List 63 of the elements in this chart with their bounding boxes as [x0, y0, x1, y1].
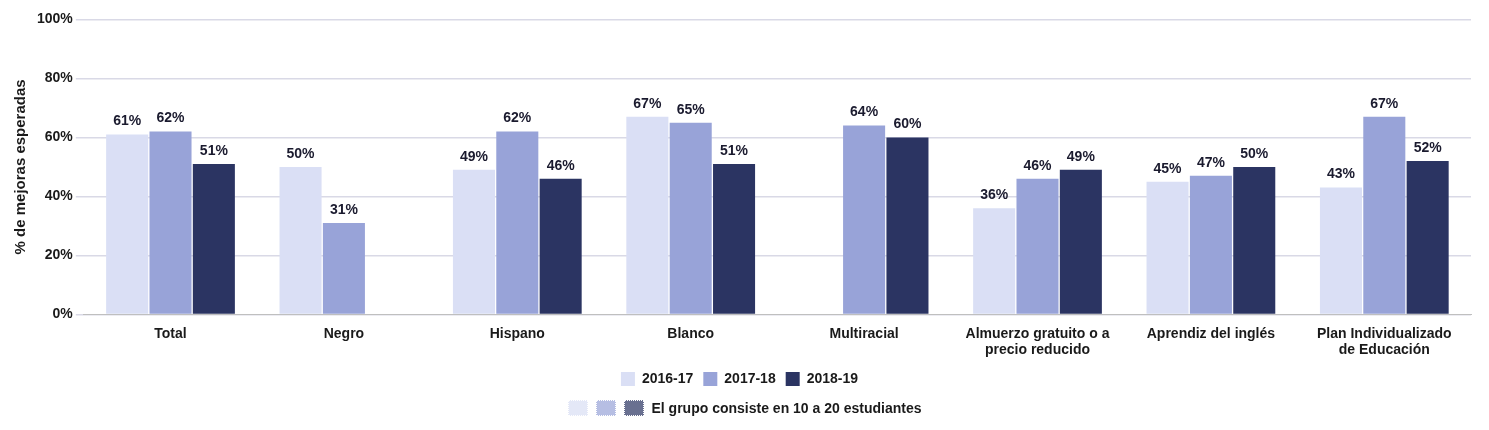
- x-tick-label: Blanco: [667, 324, 715, 341]
- data-label: 50%: [1240, 144, 1269, 161]
- bar: [106, 134, 149, 314]
- bar: [279, 166, 322, 314]
- data-label: 61%: [113, 112, 142, 129]
- data-label: 64%: [850, 103, 879, 120]
- data-label: 45%: [1153, 159, 1183, 176]
- bar: [496, 131, 539, 314]
- bar: [886, 137, 929, 314]
- data-label: 50%: [286, 144, 316, 161]
- bar: [1319, 187, 1362, 314]
- data-label: 43%: [1326, 165, 1356, 182]
- text: El grupo consiste en 10 a 20 estudiantes: [651, 400, 922, 416]
- data-label: 51%: [720, 141, 749, 158]
- x-tick-label: Aprendiz del inglés: [1146, 324, 1276, 341]
- bar: [1059, 169, 1102, 314]
- data-label: 62%: [156, 109, 186, 126]
- y-tick-label: 60%: [44, 128, 74, 145]
- y-tick-label: 80%: [44, 69, 74, 86]
- x-tick-label: Hispano: [489, 324, 545, 341]
- x-tick-label: Total: [154, 324, 187, 341]
- y-tick-label: 0%: [52, 305, 74, 322]
- bar: [452, 169, 495, 314]
- bar: [973, 208, 1016, 314]
- legend-label: 2017-18: [724, 369, 776, 386]
- data-label: 52%: [1413, 138, 1443, 155]
- y-tick-label: 100%: [36, 10, 74, 27]
- data-label: 36%: [980, 186, 1009, 203]
- y-tick-label: 20%: [44, 246, 74, 263]
- data-label: 49%: [1066, 147, 1096, 164]
- bar: [1363, 116, 1406, 314]
- y-tick-label: 40%: [44, 187, 74, 204]
- bar: [713, 163, 756, 314]
- data-label: 65%: [676, 100, 706, 117]
- data-label: 51%: [199, 141, 229, 158]
- bar: [322, 222, 365, 314]
- x-tick-label: Plan Individualizado de Educación: [1317, 324, 1452, 358]
- y-axis-title: % de mejoras esperadas: [11, 79, 29, 255]
- bar: [1189, 175, 1232, 314]
- bar: [626, 116, 669, 314]
- bar: [1146, 181, 1189, 314]
- x-tick-label: Multiracial: [829, 324, 899, 341]
- legend-label: 2016-17: [641, 369, 694, 386]
- bar: [192, 163, 235, 314]
- bar: [149, 131, 192, 314]
- data-label: 31%: [329, 200, 359, 217]
- x-tick-label: Negro: [323, 324, 365, 341]
- data-label: 46%: [1023, 156, 1053, 173]
- data-label: 62%: [503, 109, 532, 126]
- data-label: 47%: [1196, 153, 1226, 170]
- data-label: 60%: [893, 115, 923, 132]
- bar: [669, 122, 712, 314]
- bar: [843, 125, 886, 314]
- data-label: 46%: [546, 156, 576, 173]
- data-label: 49%: [459, 147, 489, 164]
- x-tick-label: Almuerzo gratuito o a precio reducido: [965, 324, 1110, 358]
- data-label: 67%: [1370, 94, 1399, 111]
- data-label: 67%: [633, 94, 662, 111]
- legend-label: 2018-19: [806, 369, 859, 386]
- bar: [1016, 178, 1059, 314]
- bar: [539, 178, 582, 314]
- bar: [1233, 166, 1276, 314]
- bar: [1406, 161, 1449, 314]
